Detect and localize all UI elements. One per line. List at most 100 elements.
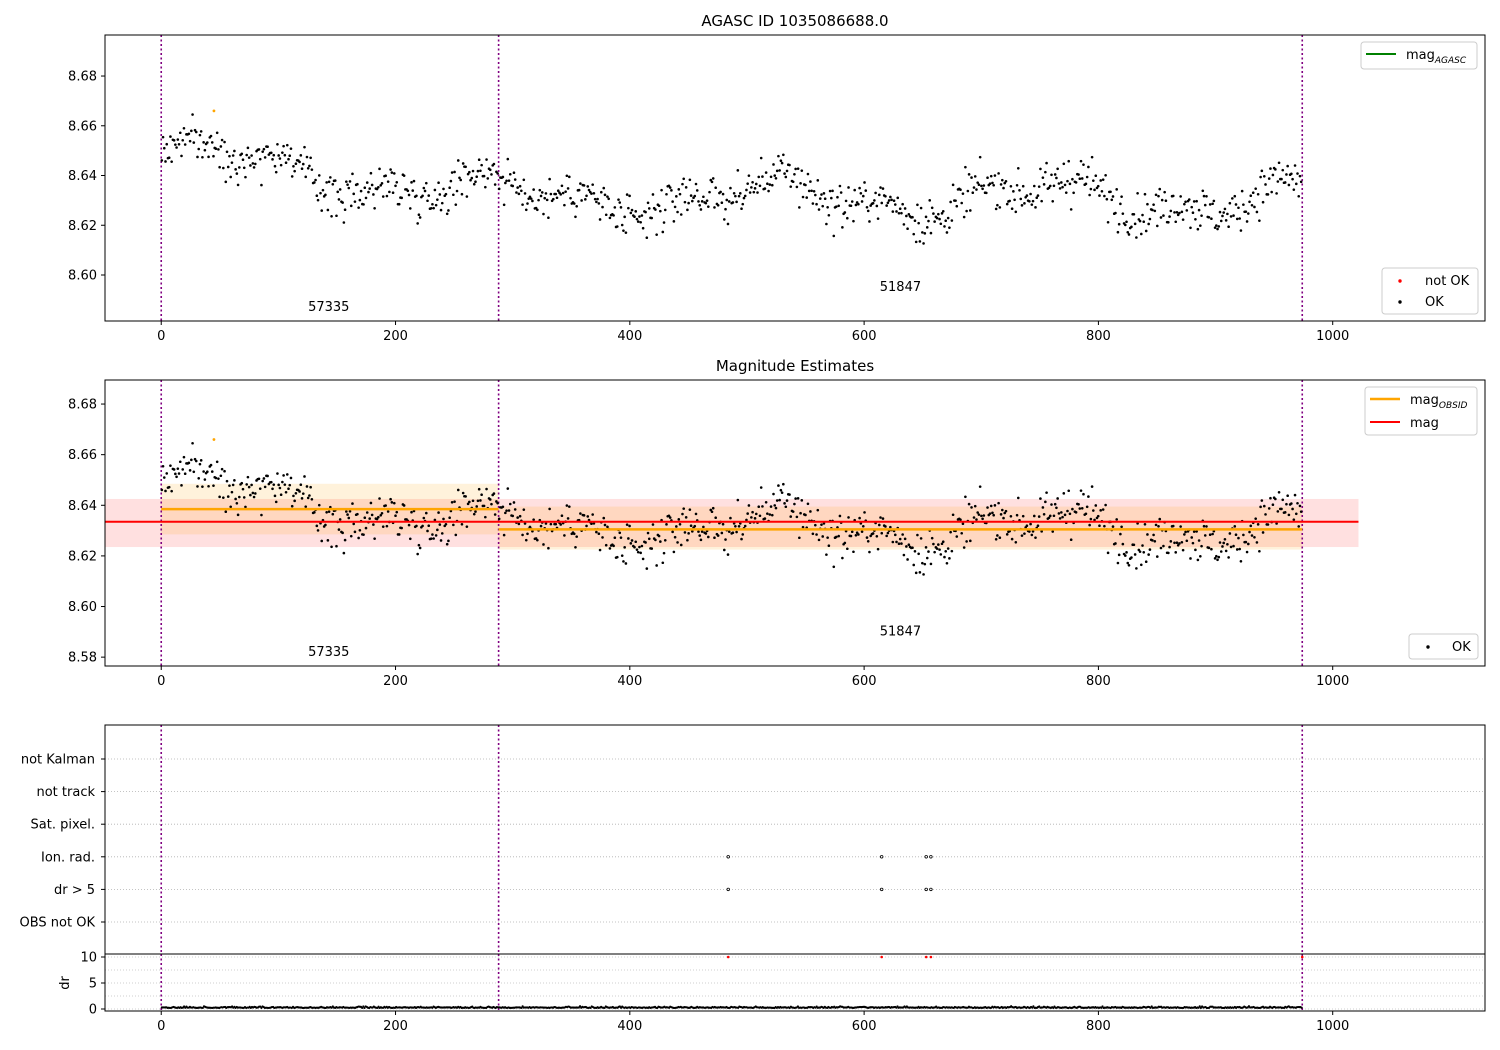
x-tick-label: 600: [852, 1019, 877, 1034]
data-point-ok: [1199, 224, 1202, 227]
data-point-highlight: [212, 438, 216, 441]
data-point-ok: [238, 166, 241, 169]
data-point-ok: [1045, 161, 1048, 165]
flag-category-label: not Kalman: [21, 753, 95, 768]
data-point-ok: [820, 193, 823, 196]
flag-marker: [929, 887, 933, 892]
data-point-ok: [906, 227, 909, 231]
data-point-ok: [1042, 512, 1046, 516]
data-point-ok: [356, 182, 359, 186]
x-tick-label: 0: [157, 674, 165, 689]
data-point-ok: [1212, 199, 1216, 203]
data-point-ok: [1062, 492, 1066, 495]
data-point-ok: [1039, 497, 1042, 500]
data-point-ok: [1210, 547, 1213, 551]
data-point-ok: [1050, 503, 1053, 506]
data-point-ok: [293, 169, 296, 173]
data-point-ok: [943, 555, 946, 559]
data-point-ok: [993, 174, 997, 177]
data-point-ok: [579, 182, 582, 185]
data-point-ok: [306, 166, 310, 170]
data-point-ok: [880, 531, 884, 535]
data-point-ok: [746, 182, 749, 185]
data-point-ok: [1078, 507, 1082, 510]
data-point-ok: [161, 135, 165, 139]
data-point-ok: [640, 544, 644, 548]
data-point-ok: [522, 508, 526, 511]
data-point-ok: [285, 143, 289, 147]
data-point-ok: [388, 190, 391, 194]
data-point-ok: [672, 550, 676, 554]
data-point-ok: [913, 549, 917, 553]
data-point-ok: [427, 524, 431, 528]
data-point-ok: [212, 484, 215, 487]
data-point-ok: [1245, 550, 1249, 554]
data-point-ok: [1256, 523, 1260, 526]
data-point-ok: [1191, 211, 1195, 214]
legend-ok-marker: [1398, 300, 1402, 304]
data-point-ok: [935, 216, 939, 220]
data-point-ok: [235, 501, 239, 505]
data-point-ok: [834, 535, 838, 539]
data-point-ok: [486, 177, 490, 180]
data-point-ok: [1040, 199, 1043, 203]
data-point-ok: [873, 199, 876, 202]
data-point-ok: [249, 493, 252, 497]
data-point-ok: [1030, 203, 1034, 206]
data-point-ok: [1217, 555, 1221, 559]
data-point-ok: [1197, 539, 1201, 542]
data-point-ok: [1195, 530, 1198, 533]
data-point-ok: [834, 205, 838, 208]
data-point-ok: [1104, 173, 1107, 177]
data-point-ok: [565, 174, 569, 178]
data-point-ok: [188, 139, 192, 143]
data-point-ok: [950, 219, 954, 222]
data-point-ok: [641, 557, 645, 561]
data-point-ok: [1281, 168, 1285, 172]
y-tick-label: 8.66: [68, 448, 97, 463]
data-point-ok: [1055, 506, 1058, 510]
data-point-ok: [162, 476, 166, 479]
data-point-ok: [370, 183, 374, 187]
data-point-ok: [1221, 545, 1224, 548]
data-point-ok: [1242, 533, 1245, 537]
data-point-ok: [989, 174, 993, 178]
data-point-ok: [164, 160, 167, 163]
data-point-ok: [900, 542, 903, 545]
data-point-ok: [884, 195, 887, 198]
data-point-ok: [1211, 532, 1214, 536]
data-point-ok: [235, 172, 239, 175]
data-point-ok: [1048, 184, 1052, 188]
data-point-ok: [1143, 523, 1147, 526]
data-point-ok: [497, 187, 501, 191]
data-point-ok: [432, 206, 435, 210]
data-point-ok: [260, 183, 263, 187]
data-point-ok: [301, 162, 305, 166]
data-point-ok: [261, 150, 264, 153]
data-point-ok: [1056, 167, 1059, 171]
data-point-ok: [838, 514, 842, 518]
data-point-ok: [1060, 511, 1063, 514]
data-point-ok: [1079, 159, 1083, 163]
data-point-ok: [1194, 548, 1197, 552]
data-point-ok: [1157, 194, 1160, 198]
data-point-ok: [1271, 503, 1275, 507]
data-point-ok: [257, 148, 261, 151]
data-point-ok: [246, 146, 250, 150]
data-point-ok: [547, 546, 550, 550]
data-point-ok: [1267, 177, 1271, 180]
data-point-ok: [1144, 229, 1148, 233]
data-point-ok: [1114, 211, 1117, 215]
data-point-ok: [1292, 188, 1296, 191]
data-point-ok: [949, 200, 952, 204]
data-point-ok: [279, 493, 283, 497]
data-point-ok: [192, 141, 196, 144]
data-point-ok: [741, 202, 745, 206]
data-point-ok: [517, 522, 521, 526]
data-point-ok: [272, 153, 276, 157]
data-point-ok: [290, 175, 294, 178]
data-point-ok: [980, 184, 983, 188]
data-point-ok: [907, 212, 911, 216]
data-point-ok: [181, 138, 185, 142]
data-point-ok: [884, 525, 887, 528]
